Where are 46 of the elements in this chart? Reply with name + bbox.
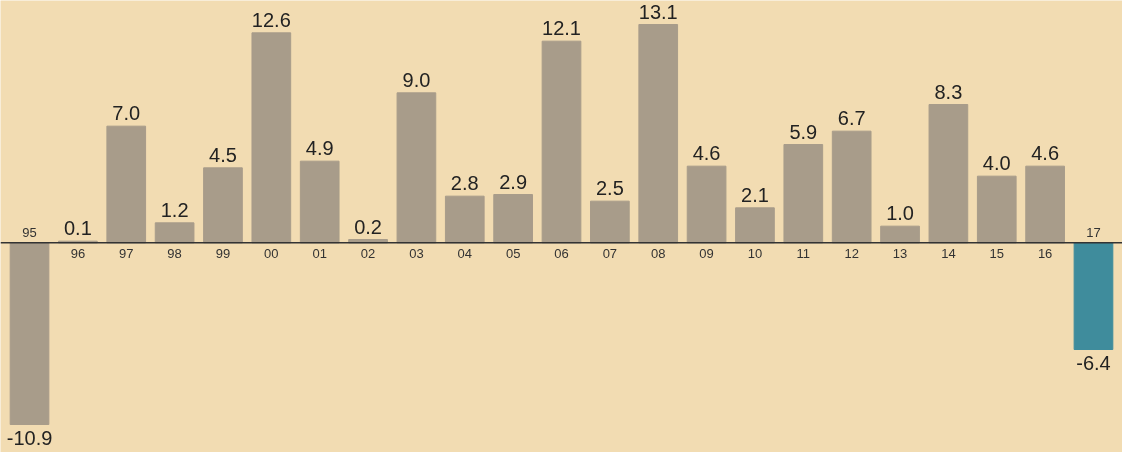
data-label: 4.6 [1031,142,1060,165]
x-tick-label: 16 [1037,245,1053,261]
x-tick-label: 12 [844,245,859,261]
data-label: 2.8 [450,172,479,195]
data-label: 6.7 [837,107,866,130]
x-tick-label: 03 [409,245,424,261]
x-tick-label: 00 [264,245,279,261]
x-tick-label: 98 [167,245,182,261]
x-tick-label: 99 [215,245,231,261]
data-label: 4.9 [305,137,334,160]
data-label: 5.9 [789,120,818,143]
data-label: 2.5 [595,177,624,200]
x-tick-label: 95 [22,224,37,240]
x-tick-label: 97 [119,245,134,261]
data-label: 12.1 [542,17,581,40]
data-label: -10.9 [6,426,53,449]
x-tick-label: 04 [457,245,473,261]
x-tick-label: 10 [747,245,763,261]
x-tick-label: 06 [554,245,569,261]
x-tick-label: 14 [941,245,956,261]
data-label: 4.0 [982,152,1011,175]
x-tick-label: 96 [70,245,86,261]
x-tick-label: 05 [505,245,521,261]
x-tick-label: 09 [699,245,714,261]
data-label: 13.1 [638,0,678,23]
x-tick-label: 07 [602,245,618,261]
x-tick-label: 11 [796,245,811,261]
data-label: 1.2 [160,198,189,221]
data-label: 2.1 [741,183,769,206]
x-tick-label: 02 [360,245,376,261]
data-label: -6.4 [1076,351,1111,374]
x-tick-label: 17 [1086,224,1101,240]
x-tick-label: 08 [650,245,666,261]
data-label: 9.0 [402,68,431,91]
data-label: 8.3 [934,80,963,103]
x-tick-label: 13 [892,245,908,261]
data-label: 1.0 [886,202,914,225]
data-label: 7.0 [112,102,141,125]
data-label: 0.1 [63,217,92,240]
data-label: 4.5 [209,143,237,166]
x-tick-label: 01 [312,245,327,261]
data-label: 12.6 [251,8,291,31]
data-label: 2.9 [499,170,528,193]
data-label: 0.2 [354,215,382,238]
x-tick-label: 15 [989,245,1004,261]
data-label: 4.6 [692,142,721,165]
